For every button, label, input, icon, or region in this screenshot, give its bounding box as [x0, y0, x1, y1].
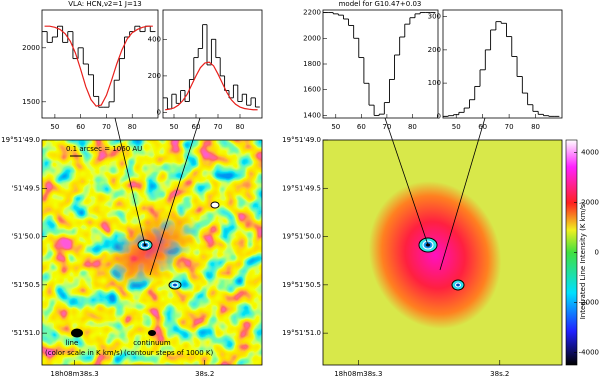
x-tick-label: 50: [50, 123, 59, 131]
x-tick-label: 38s.2: [490, 370, 509, 378]
colorbar-tick-label: 4000: [581, 149, 599, 157]
x-tick-label: 60: [192, 123, 201, 131]
chart-title: VLA: HCN,ν2=1 J=13: [68, 0, 141, 8]
step-riser: [46, 26, 151, 108]
y-tick-label: 2000: [303, 34, 321, 42]
frame: [41, 139, 263, 366]
y-tick-label: 19°51'49.0: [282, 136, 321, 144]
annotation: 0.1 arcsec = 1060 AU: [66, 145, 142, 153]
x-tick-label: 18h08m38s.3: [334, 370, 382, 378]
x-tick-label: 80: [408, 123, 417, 131]
x-tick-label: 70: [214, 123, 223, 131]
y-tick-label: '51'49.5: [12, 184, 40, 192]
frame: [41, 9, 159, 119]
annotation: (contour steps of 1000 K): [124, 349, 213, 357]
y-tick-label: 1400: [303, 111, 321, 119]
x-tick-label: 18h08m38s.3: [50, 370, 98, 378]
y-tick-label: 0: [157, 109, 161, 117]
annotation: (color scale in K km/s): [45, 349, 123, 357]
y-tick-label: '51'50.5: [12, 281, 40, 289]
y-tick-label: 400: [148, 35, 161, 43]
y-tick-label: 2000: [22, 44, 40, 52]
connectors: [114, 117, 486, 276]
y-tick-label: 200: [428, 46, 441, 54]
y-tick-label: 0: [437, 112, 441, 120]
model-map: [323, 139, 578, 366]
x-tick-label: 70: [382, 123, 391, 131]
x-tick-label: 50: [452, 123, 461, 131]
frame: [322, 139, 563, 366]
step-riser: [332, 12, 421, 116]
x-tick-label: 80: [128, 123, 137, 131]
colorbar-tick-label: 2000: [581, 199, 599, 207]
x-tick-label: 80: [531, 123, 540, 131]
annotation: continuum: [133, 339, 171, 347]
x-tick-label: 70: [505, 123, 514, 131]
colorbar-tick-label: -2000: [579, 299, 599, 307]
x-tick-label: 38s.2: [195, 370, 214, 378]
y-tick-label: 1600: [303, 86, 321, 94]
frame: [442, 9, 563, 119]
x-tick-label: 70: [102, 123, 111, 131]
x-tick-label: 60: [76, 123, 85, 131]
step-riser: [166, 24, 256, 109]
y-tick-label: '51'51.0: [12, 329, 40, 337]
frame: [162, 9, 263, 119]
chart-title: model for G10.47+0.03: [339, 0, 422, 8]
y-tick-label: 19°51'51.0: [282, 329, 321, 337]
y-tick-label: 1500: [22, 98, 40, 106]
observed-map: [42, 140, 262, 365]
x-tick-label: 50: [331, 123, 340, 131]
y-tick-label: '51'50.0: [12, 233, 40, 241]
x-tick-label: 80: [236, 123, 245, 131]
x-tick-label: 50: [170, 123, 179, 131]
colorbar-tick-label: -4000: [579, 349, 599, 357]
y-tick-label: 19°51'49.0: [1, 136, 40, 144]
y-tick-label: 19°51'50.5: [282, 281, 321, 289]
y-tick-label: 100: [428, 79, 441, 87]
y-tick-label: 19°51'50.0: [282, 233, 321, 241]
annotation: line: [66, 339, 79, 347]
colorbar-label: Integrated Line Intensity (K km/s): [579, 201, 587, 319]
y-tick-label: 1800: [303, 60, 321, 68]
model-curve: [44, 25, 153, 107]
x-tick-label: 60: [478, 123, 487, 131]
colorbar-tick-label: 0: [595, 249, 599, 257]
y-tick-label: 300: [428, 13, 441, 21]
frame: [322, 9, 439, 119]
y-tick-label: 2200: [303, 9, 321, 17]
y-tick-label: 200: [148, 72, 161, 80]
y-tick-label: 19°51'49.5: [282, 184, 321, 192]
step-riser: [447, 21, 550, 117]
x-tick-label: 60: [357, 123, 366, 131]
model-curve: [165, 61, 258, 111]
